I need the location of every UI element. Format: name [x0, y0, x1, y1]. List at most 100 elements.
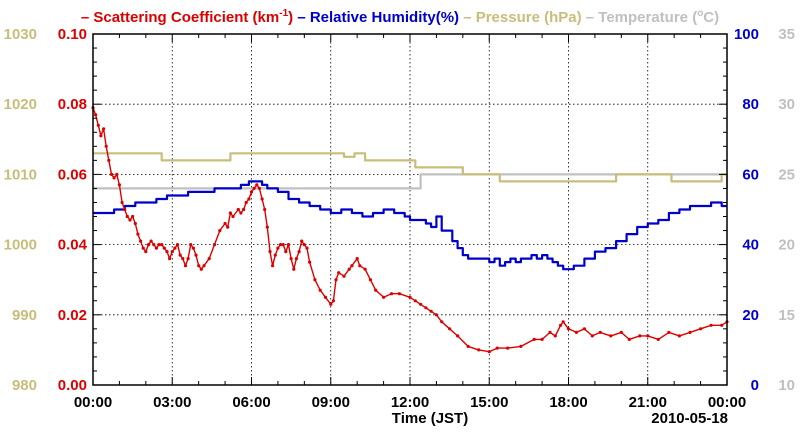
data-point-scattering-coefficient [183, 264, 188, 268]
legend: – Scattering Coefficient (km-1) – Relati… [81, 8, 719, 26]
data-point-scattering-coefficient [487, 350, 491, 354]
data-point-scattering-coefficient [289, 257, 293, 261]
data-point-scattering-coefficient [574, 330, 579, 334]
humidity-axis-label: 0 [751, 377, 759, 394]
data-point-scattering-coefficient [268, 250, 272, 254]
pressure-axis-label: 990 [12, 307, 37, 324]
data-point-scattering-coefficient [218, 229, 222, 233]
data-point-scattering-coefficient [329, 302, 333, 306]
series-line-relative-humidity [93, 180, 727, 271]
data-point-scattering-coefficient [677, 334, 682, 338]
x-tick-label: 03:00 [153, 394, 191, 411]
data-point-scattering-coefficient [107, 158, 111, 162]
data-point-scattering-coefficient [109, 172, 114, 176]
data-point-scattering-coefficient [532, 337, 536, 341]
data-point-scattering-coefficient [495, 346, 499, 350]
data-point-scattering-coefficient [168, 257, 172, 261]
pressure-axis-label: 1020 [4, 96, 37, 113]
data-point-scattering-coefficient [466, 344, 470, 348]
x-tick-label: 12:00 [391, 394, 429, 411]
legend-scattering-sup: -1 [279, 8, 288, 19]
data-point-scattering-coefficient [99, 134, 103, 138]
data-point-scattering-coefficient [477, 348, 481, 352]
data-point-scattering-coefficient [389, 292, 394, 296]
data-point-scattering-coefficient [239, 211, 243, 215]
legend-humidity: – Relative Humidity(%) [293, 9, 459, 26]
data-point-scattering-coefficient [273, 253, 277, 257]
humidity-axis-label: 20 [742, 307, 759, 324]
x-tick-label: 00:00 [74, 394, 112, 411]
x-tick-label: 00:00 [708, 394, 746, 411]
data-point-scattering-coefficient [191, 246, 195, 250]
data-point-scattering-coefficient [128, 218, 132, 222]
legend-text: – Scattering Coefficient (km-1) – Relati… [81, 8, 719, 26]
data-point-scattering-coefficient [186, 257, 190, 261]
data-point-scattering-coefficient [609, 334, 613, 338]
pressure-axis-label: 1030 [4, 26, 37, 43]
scattering-axis-label: 0.00 [58, 377, 87, 394]
data-point-scattering-coefficient [194, 253, 198, 257]
data-point-scattering-coefficient [120, 200, 124, 205]
data-point-scattering-coefficient [334, 278, 338, 282]
data-point-scattering-coefficient [646, 334, 650, 338]
x-tick-label: 09:00 [312, 394, 350, 411]
data-point-scattering-coefficient [302, 243, 306, 247]
data-point-scattering-coefficient [553, 334, 557, 338]
data-point-scattering-coefficient [141, 246, 145, 250]
humidity-axis-label: 60 [742, 166, 759, 183]
data-point-scattering-coefficient [170, 250, 174, 254]
series-line-pressure-hpa [93, 152, 727, 183]
data-point-scattering-coefficient [136, 232, 140, 236]
data-point-scattering-coefficient [162, 246, 166, 250]
temperature-axis-label: 30 [778, 96, 795, 113]
temperature-axis-label: 35 [778, 26, 795, 43]
x-tick-label: 18:00 [549, 394, 587, 411]
data-point-scattering-coefficient [566, 327, 571, 331]
data-point-scattering-coefficient [228, 211, 232, 215]
temperature-axis-label: 25 [778, 166, 795, 183]
legend-scattering-unit: ) [288, 9, 293, 26]
data-point-scattering-coefficient [413, 299, 417, 303]
x-tick-label: 21:00 [629, 394, 667, 411]
data-point-scattering-coefficient [197, 264, 201, 268]
data-point-scattering-coefficient [323, 295, 328, 299]
data-point-scattering-coefficient [300, 239, 304, 243]
data-point-scattering-coefficient [667, 330, 671, 334]
data-point-scattering-coefficient [133, 221, 137, 226]
data-point-scattering-coefficient [559, 323, 563, 327]
x-tick-label: 15:00 [470, 394, 508, 411]
data-point-scattering-coefficient [212, 243, 217, 247]
data-point-scattering-coefficient [199, 267, 203, 271]
data-point-scattering-coefficient [297, 250, 301, 254]
pressure-axis-label: 1010 [4, 166, 37, 183]
data-point-scattering-coefficient [244, 200, 248, 205]
scattering-axis-label: 0.04 [58, 237, 88, 254]
axis-ticks [92, 33, 728, 386]
data-point-scattering-coefficient [175, 243, 180, 247]
legend-temperature-unit: C) [703, 9, 719, 26]
series-layer [91, 106, 729, 354]
data-point-scattering-coefficient [382, 295, 386, 299]
data-point-scattering-coefficient [236, 207, 240, 212]
data-point-scattering-coefficient [429, 309, 433, 313]
data-point-scattering-coefficient [173, 246, 177, 250]
data-point-scattering-coefficient [123, 207, 127, 212]
data-point-scattering-coefficient [117, 183, 121, 187]
data-point-scattering-coefficient [548, 330, 552, 334]
data-point-scattering-coefficient [223, 221, 227, 226]
data-point-scattering-coefficient [202, 264, 206, 268]
data-point-scattering-coefficient [627, 337, 631, 341]
data-point-scattering-coefficient [189, 243, 193, 247]
pressure-axis-label: 1000 [4, 237, 37, 254]
humidity-axis-label: 100 [734, 26, 759, 43]
data-point-scattering-coefficient [276, 246, 280, 250]
pressure-axis-label: 980 [12, 377, 37, 394]
data-point-scattering-coefficient [540, 337, 544, 341]
legend-pressure: – Pressure (hPa) [459, 9, 582, 26]
data-point-scattering-coefficient [160, 243, 164, 247]
data-point-scattering-coefficient [638, 334, 642, 338]
data-point-scattering-coefficient [590, 334, 594, 338]
data-point-scattering-coefficient [226, 225, 230, 229]
data-point-scattering-coefficient [249, 190, 254, 194]
legend-scattering: – Scattering Coefficient (km [81, 9, 279, 26]
